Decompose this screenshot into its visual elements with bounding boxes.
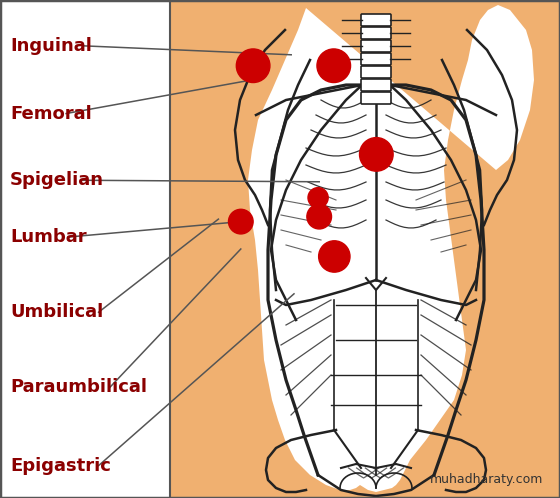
Polygon shape <box>248 5 534 492</box>
FancyBboxPatch shape <box>361 92 391 104</box>
Circle shape <box>319 241 350 272</box>
Circle shape <box>228 209 253 234</box>
FancyBboxPatch shape <box>361 79 391 91</box>
Bar <box>0 0 170 498</box>
Text: Inguinal: Inguinal <box>10 37 92 55</box>
Circle shape <box>360 137 393 171</box>
Text: muhadharaty.com: muhadharaty.com <box>430 473 543 486</box>
Text: Epigastric: Epigastric <box>10 457 111 475</box>
Circle shape <box>236 49 270 83</box>
Bar <box>170 0 560 498</box>
Circle shape <box>307 204 332 229</box>
FancyBboxPatch shape <box>361 66 391 78</box>
FancyBboxPatch shape <box>361 53 391 65</box>
Text: Paraumbilical: Paraumbilical <box>10 378 147 396</box>
Text: Umbilical: Umbilical <box>10 303 104 321</box>
FancyBboxPatch shape <box>361 27 391 39</box>
Text: Femoral: Femoral <box>10 105 92 123</box>
Circle shape <box>308 188 328 208</box>
FancyBboxPatch shape <box>361 14 391 26</box>
FancyBboxPatch shape <box>361 40 391 52</box>
Text: Lumbar: Lumbar <box>10 228 87 246</box>
Text: Spigelian: Spigelian <box>10 171 104 189</box>
Circle shape <box>317 49 351 83</box>
